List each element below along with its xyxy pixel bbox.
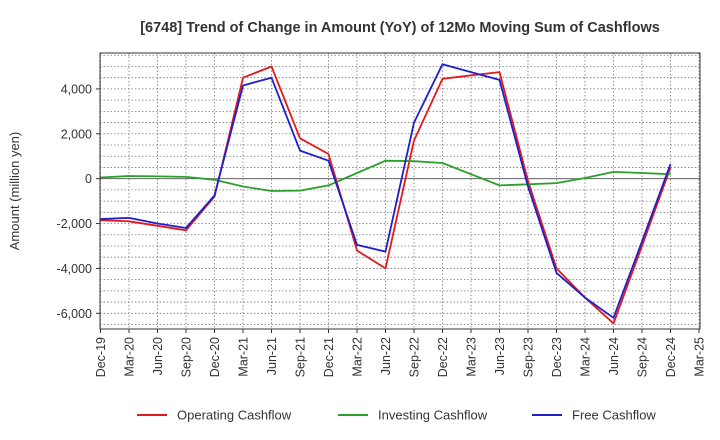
x-axis-ticks: Dec-19 Mar-20 Jun-20 Sep-20 Dec-20 Mar-21 Jun-…: [94, 329, 707, 377]
free-cashflow-line: [100, 63, 672, 319]
x-tick-label: Sep-23: [522, 337, 536, 377]
x-tick-label: Mar-20: [123, 337, 137, 377]
x-tick-label: Dec-20: [208, 337, 222, 377]
x-tick-label: Mar-23: [465, 337, 479, 377]
x-tick-label: Sep-22: [408, 337, 422, 377]
x-tick-label: Dec-24: [664, 337, 678, 377]
x-tick-label: Dec-22: [436, 337, 450, 377]
y-axis-ticks: -6,000 -4,000 -2,000 0 2,000 4,000: [57, 82, 100, 321]
plot-frame: [99, 52, 701, 330]
investing-cashflow-legend-label: Investing Cashflow: [378, 408, 488, 423]
x-tick-label: Sep-21: [294, 337, 308, 377]
x-tick-label: Mar-24: [579, 337, 593, 377]
y-tick-label: 2,000: [61, 127, 92, 141]
x-tick-label: Jun-21: [265, 337, 279, 375]
operating-cashflow-legend-label: Operating Cashflow: [177, 408, 292, 423]
y-axis-label: Amount (million yen): [7, 132, 22, 251]
x-tick-label: Sep-24: [636, 337, 650, 377]
x-tick-label: Mar-22: [351, 337, 365, 377]
investing-cashflow-line: [100, 159, 671, 192]
plot-area: [100, 53, 700, 329]
x-tick-label: Dec-23: [550, 337, 564, 377]
chart-title: [6748] Trend of Change in Amount (YoY) o…: [140, 20, 660, 36]
x-tick-label: Mar-21: [237, 337, 251, 377]
x-tick-label: Jun-23: [493, 337, 507, 375]
legend: Operating Cashflow Investing Cashflow Free…: [137, 408, 656, 423]
x-tick-label: Mar-25: [693, 337, 707, 377]
y-tick-label: 0: [85, 172, 92, 186]
x-tick-label: Dec-21: [322, 337, 336, 377]
operating-cashflow-line: [100, 65, 672, 325]
x-tick-label: Sep-20: [180, 337, 194, 377]
x-tick-label: Jun-22: [379, 337, 393, 375]
y-tick-label: -6,000: [57, 307, 92, 321]
x-tick-label: Jun-20: [151, 337, 165, 375]
x-tick-label: Dec-19: [94, 337, 108, 377]
x-tick-label: Jun-24: [607, 337, 621, 375]
y-tick-label: -2,000: [57, 217, 92, 231]
free-cashflow-legend-label: Free Cashflow: [572, 408, 656, 423]
y-tick-label: 4,000: [61, 82, 92, 96]
series-lines: [100, 63, 672, 325]
y-tick-label: -4,000: [57, 262, 92, 276]
